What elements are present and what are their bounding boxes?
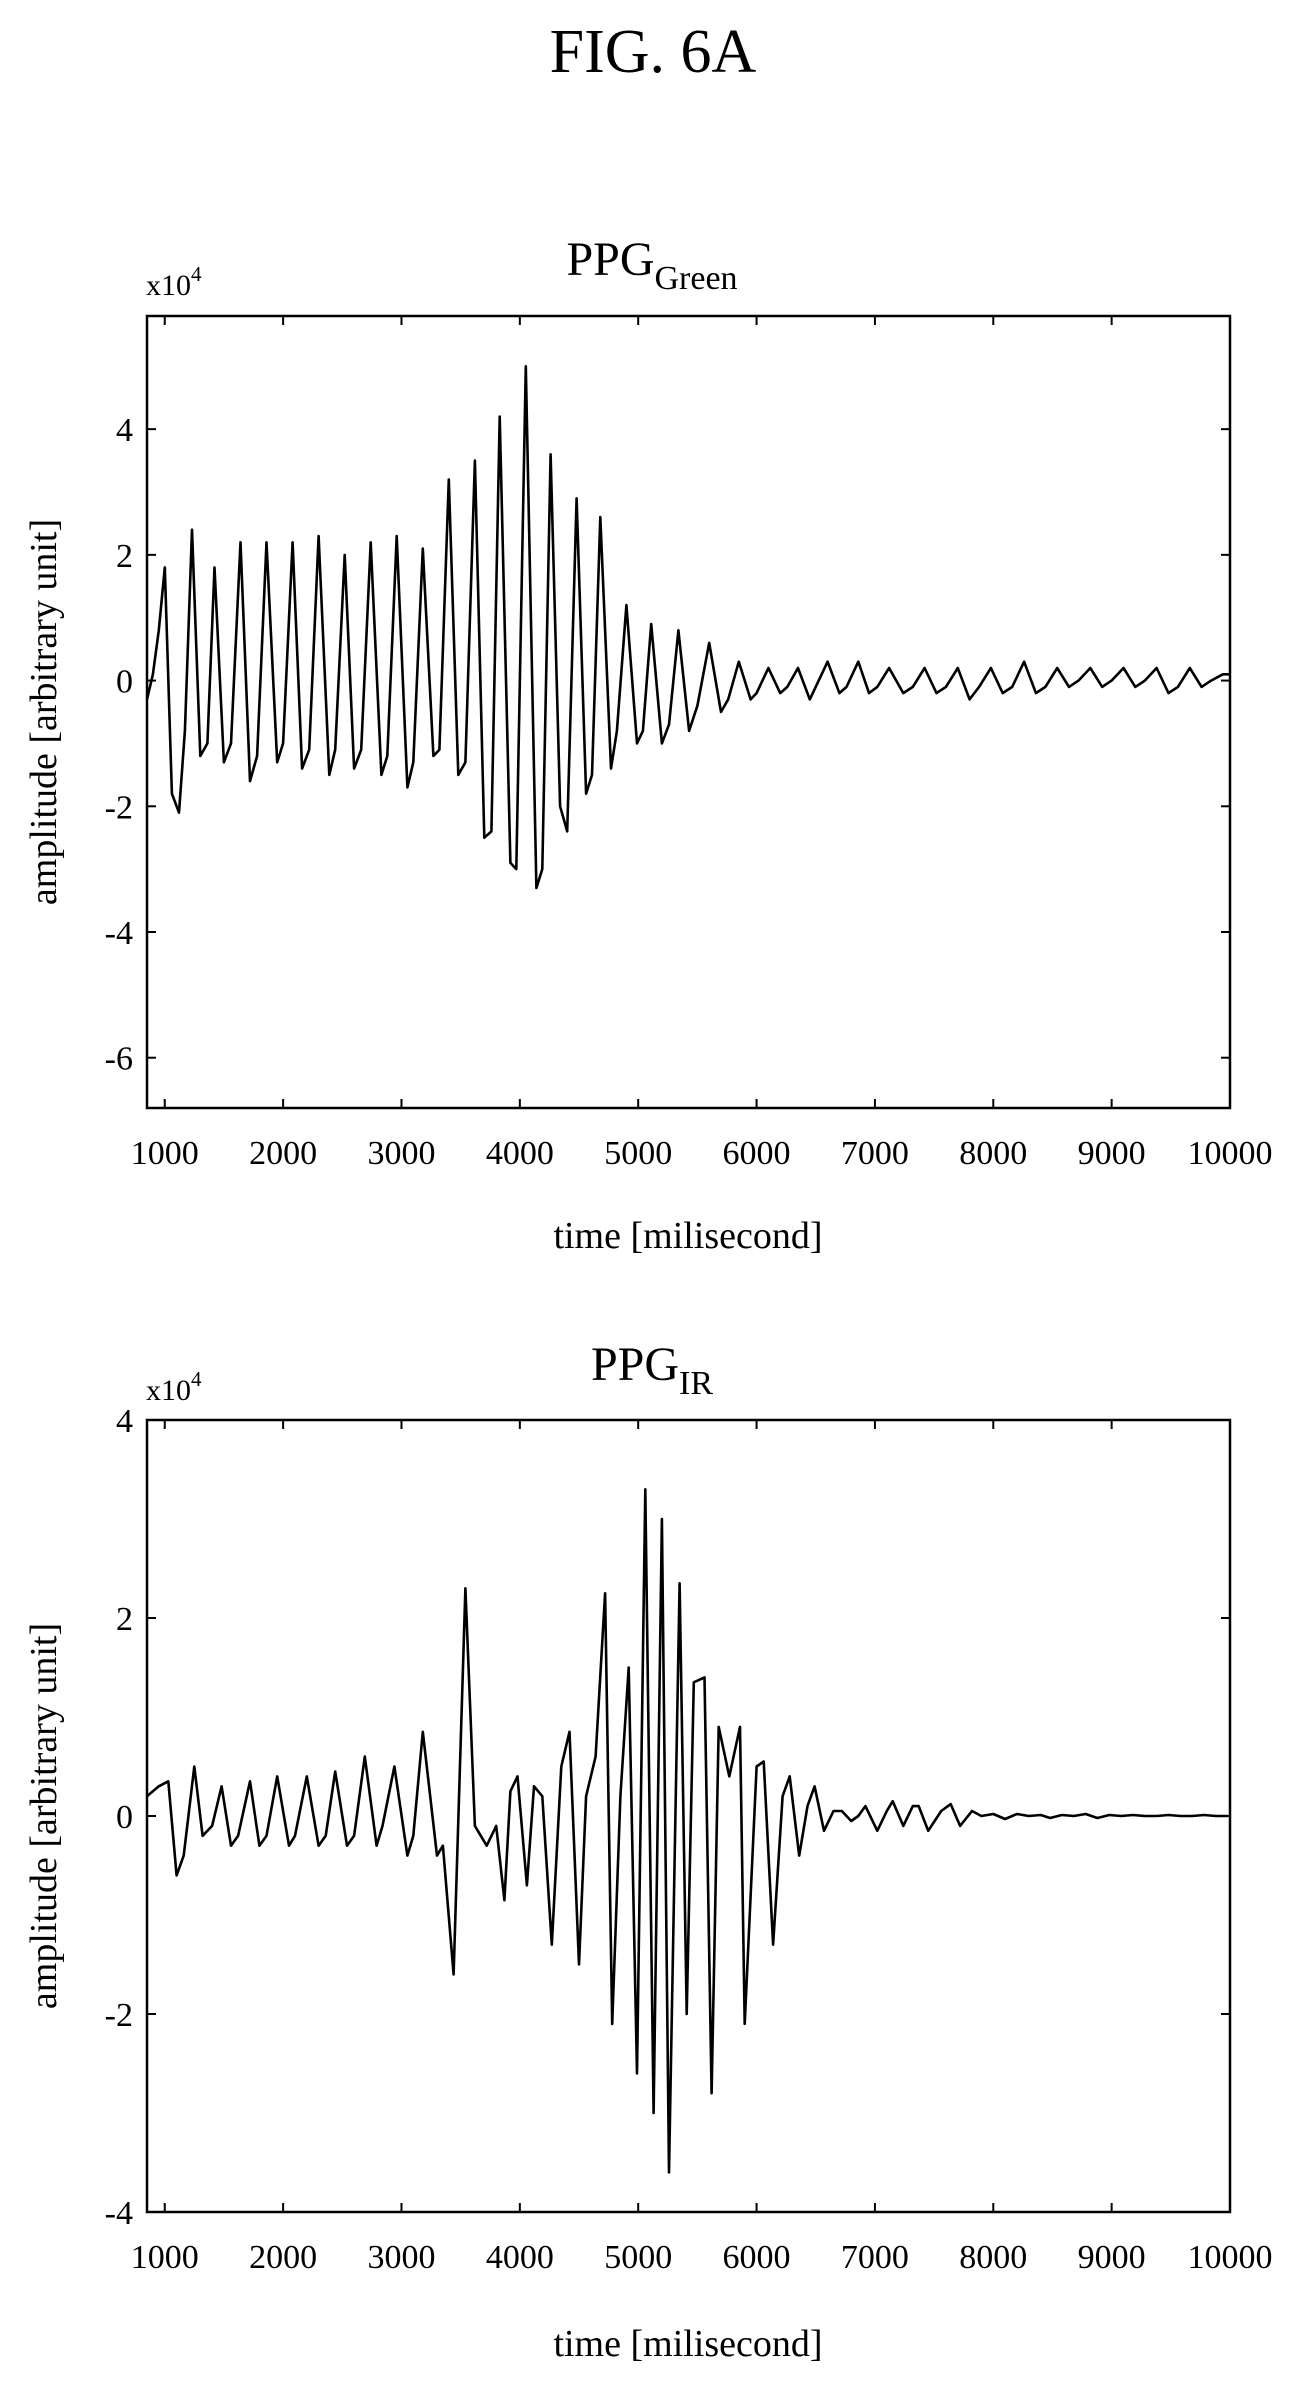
y-tick-label: -2 bbox=[105, 1997, 133, 2034]
y-axis-label: amplitude [arbitrary unit] bbox=[23, 1623, 65, 2009]
x-tick-label: 8000 bbox=[959, 1135, 1027, 1172]
title-subscript: IR bbox=[679, 1365, 713, 1402]
x-tick-label: 4000 bbox=[486, 1135, 554, 1172]
x-tick-label: 2000 bbox=[249, 1135, 317, 1172]
x-tick-label: 1000 bbox=[131, 2239, 199, 2276]
y-ticks: -4 -2 0 2 4 bbox=[105, 1403, 1230, 2232]
y-tick-label: 2 bbox=[116, 538, 133, 575]
x-ticks: 1000 2000 3000 4000 5000 6000 7000 8000 9000 1000… bbox=[131, 1420, 1273, 2276]
x-ticks: 1000 2000 3000 4000 5000 6000 7000 8000 9000 1000… bbox=[131, 316, 1273, 1172]
figure-label: FIG. 6A bbox=[550, 18, 757, 86]
y-tick-label: 0 bbox=[116, 664, 133, 701]
y-axis-label: amplitude [arbitrary unit] bbox=[23, 519, 65, 905]
series-line-ir bbox=[146, 1488, 1228, 2174]
exponent-base: x10 bbox=[146, 269, 191, 302]
exponent-power: 4 bbox=[191, 262, 202, 286]
exponent-power: 4 bbox=[191, 1367, 202, 1391]
x-axis-label: time [milisecond] bbox=[553, 1215, 822, 1257]
y-tick-label: 0 bbox=[116, 1799, 133, 1836]
x-tick-label: 3000 bbox=[367, 2239, 435, 2276]
plot-frame bbox=[145, 314, 1232, 1110]
x-tick-label: 6000 bbox=[723, 2239, 791, 2276]
y-tick-label: 4 bbox=[116, 1403, 133, 1440]
x-tick-label: 5000 bbox=[604, 1135, 672, 1172]
x-tick-label: 5000 bbox=[604, 2239, 672, 2276]
chart-title: PPGIR bbox=[591, 1338, 713, 1402]
title-main: PPG bbox=[566, 233, 654, 286]
y-tick-label: 2 bbox=[116, 1601, 133, 1638]
x-tick-label: 2000 bbox=[249, 2239, 317, 2276]
x-tick-label: 6000 bbox=[723, 1135, 791, 1172]
x-axis-label: time [milisecond] bbox=[553, 2323, 822, 2365]
x-tick-label: 1000 bbox=[131, 1135, 199, 1172]
y-ticks: -6 -4 -2 0 2 4 bbox=[105, 412, 1230, 1078]
x-tick-label: 9000 bbox=[1078, 2239, 1146, 2276]
y-tick-label: -4 bbox=[105, 915, 133, 952]
y-tick-label: -4 bbox=[105, 2195, 133, 2232]
x-tick-label: 4000 bbox=[486, 2239, 554, 2276]
x-tick-label: 9000 bbox=[1078, 1135, 1146, 1172]
x-tick-label: 10000 bbox=[1188, 2239, 1273, 2276]
title-subscript: Green bbox=[655, 260, 738, 297]
series-line-green bbox=[145, 365, 1230, 890]
x-tick-label: 10000 bbox=[1188, 1135, 1273, 1172]
exponent-label: x104 bbox=[146, 1367, 202, 1407]
chart-title: PPGGreen bbox=[566, 233, 737, 297]
x-tick-label: 7000 bbox=[841, 1135, 909, 1172]
x-tick-label: 8000 bbox=[959, 2239, 1027, 2276]
x-tick-label: 7000 bbox=[841, 2239, 909, 2276]
exponent-base: x10 bbox=[146, 1374, 191, 1407]
title-main: PPG bbox=[591, 1338, 679, 1391]
x-tick-label: 3000 bbox=[367, 1135, 435, 1172]
y-tick-label: -6 bbox=[105, 1041, 133, 1078]
y-tick-label: 4 bbox=[116, 412, 133, 449]
exponent-label: x104 bbox=[146, 262, 202, 302]
y-tick-label: -2 bbox=[105, 789, 133, 826]
